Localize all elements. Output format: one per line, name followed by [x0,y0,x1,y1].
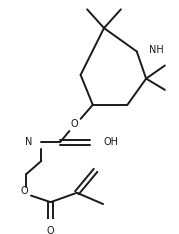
Text: OH: OH [103,137,118,147]
Text: O: O [47,226,54,234]
Text: NH: NH [149,45,164,55]
Text: N: N [25,137,32,147]
Text: O: O [70,119,78,128]
Text: O: O [21,186,28,196]
